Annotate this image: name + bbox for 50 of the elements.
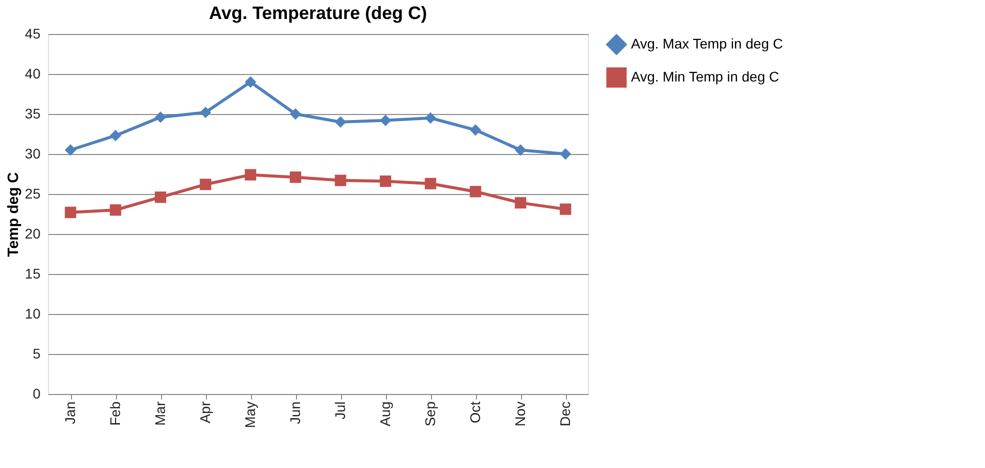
point	[514, 197, 526, 208]
point	[110, 204, 122, 216]
point	[64, 206, 76, 218]
y-tick-label: 25	[24, 186, 41, 202]
x-tick-label: Sep	[422, 401, 438, 426]
point	[110, 130, 122, 142]
point	[290, 108, 302, 120]
point	[334, 116, 346, 128]
y-tick-label: 45	[24, 26, 41, 42]
legend-label: Avg. Max Temp in deg C	[631, 36, 784, 52]
point	[380, 176, 392, 187]
x-tick-label: Jan	[62, 402, 78, 424]
x-tick-label: Jul	[332, 402, 348, 420]
point	[514, 144, 526, 156]
point	[200, 106, 212, 118]
y-tick-label: 20	[24, 226, 41, 242]
y-tick-label: 40	[24, 66, 41, 82]
x-tick-label: Jun	[287, 402, 303, 424]
y-tick-label: 5	[32, 346, 41, 362]
point	[334, 174, 346, 186]
y-axis-title: Temp deg C	[4, 172, 22, 257]
point	[290, 172, 302, 183]
x-tick-label: May	[242, 402, 258, 428]
y-tick-label: 15	[24, 266, 41, 282]
chart-title: Avg. Temperature (deg C)	[208, 3, 428, 23]
point	[560, 204, 572, 215]
y-tick-label: 30	[24, 146, 41, 162]
point	[560, 148, 572, 160]
point	[64, 144, 76, 156]
y-tick-label: 35	[24, 106, 41, 122]
point	[470, 124, 482, 136]
x-tick-label: Apr	[197, 401, 213, 424]
point	[424, 112, 436, 124]
x-tick-label: Oct	[467, 401, 483, 424]
point	[154, 112, 166, 123]
point	[380, 114, 392, 126]
y-tick-label: 10	[24, 306, 41, 322]
y-tick-label: 0	[32, 386, 41, 402]
x-tick-label: Aug	[377, 402, 393, 426]
x-tick-label: Dec	[557, 402, 573, 426]
point	[244, 76, 256, 88]
point	[424, 178, 436, 190]
x-tick-label: Nov	[512, 402, 528, 426]
point	[154, 192, 166, 203]
point	[470, 186, 482, 198]
x-tick-label: Feb	[107, 401, 123, 426]
point	[200, 178, 212, 190]
x-tick-label: Mar	[152, 401, 168, 426]
legend-label: Avg. Min Temp in deg C	[631, 68, 780, 84]
point	[244, 169, 256, 180]
